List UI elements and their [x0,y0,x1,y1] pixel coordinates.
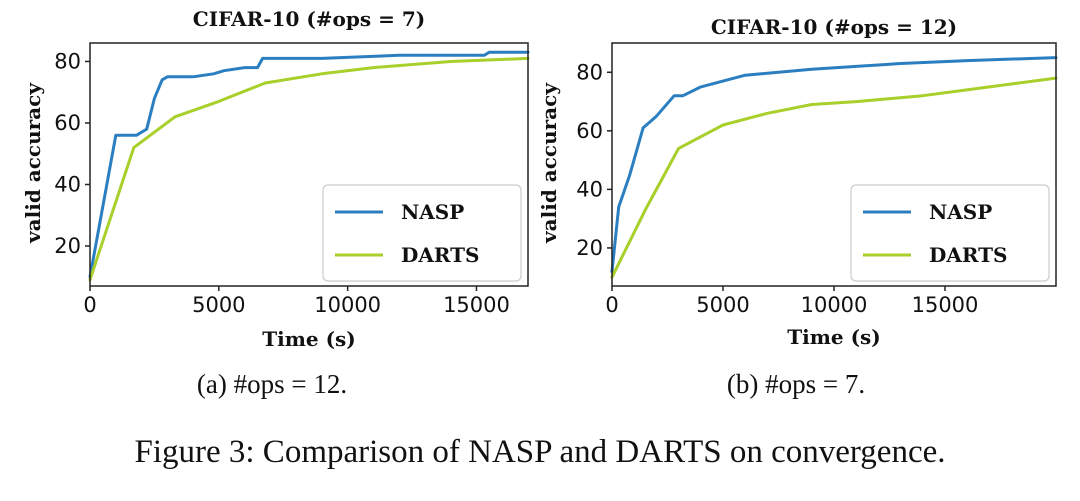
legend-label-nasp: NASP [929,200,992,224]
subcaption-b: (b) #ops = 7. [727,369,865,399]
chart-right: CIFAR-10 (#ops = 12) Time (s) valid accu… [537,15,1058,349]
y-tick-label: 60 [576,119,603,143]
x-tick-label: 15000 [912,293,979,317]
x-tick-label: 0 [605,293,618,317]
series-line-nasp [88,50,530,279]
series-line-nasp [610,56,1058,273]
x-tick-label: 10000 [314,293,381,317]
series-line-darts [88,56,530,282]
chart-title-right: CIFAR-10 (#ops = 12) [711,15,957,39]
x-tick-label: 5000 [192,293,245,317]
plot-frame [89,42,529,287]
legend-label-nasp: NASP [401,200,464,224]
subcaption-a: (a) #ops = 12. [197,369,347,399]
y-tick-label: 20 [54,234,81,258]
legend-label-darts: DARTS [929,243,1007,267]
x-axis-label-right: Time (s) [787,325,881,349]
y-tick-label: 20 [576,236,603,260]
chart-left: CIFAR-10 (#ops = 7) Time (s) valid accur… [21,7,530,351]
y-tick-label: 40 [54,172,81,196]
figure-caption: Figure 3: Comparison of NASP and DARTS o… [134,434,945,470]
y-axis-label-left: valid accuracy [21,82,45,244]
y-tick-label: 80 [54,49,81,73]
legend-box [850,184,1050,282]
y-axis-label-right: valid accuracy [537,82,561,244]
y-tick-label: 60 [54,111,81,135]
y-tick-label: 80 [576,60,603,84]
y-tick-label: 40 [576,177,603,201]
legend-label-darts: DARTS [401,243,479,267]
x-axis-label-left: Time (s) [262,327,356,351]
x-tick-label: 5000 [696,293,749,317]
x-tick-label: 0 [83,293,96,317]
x-tick-label: 15000 [443,293,510,317]
legend-box [322,184,522,282]
x-tick-label: 10000 [801,293,868,317]
series-line-darts [610,76,1058,279]
chart-title-left: CIFAR-10 (#ops = 7) [193,7,425,31]
